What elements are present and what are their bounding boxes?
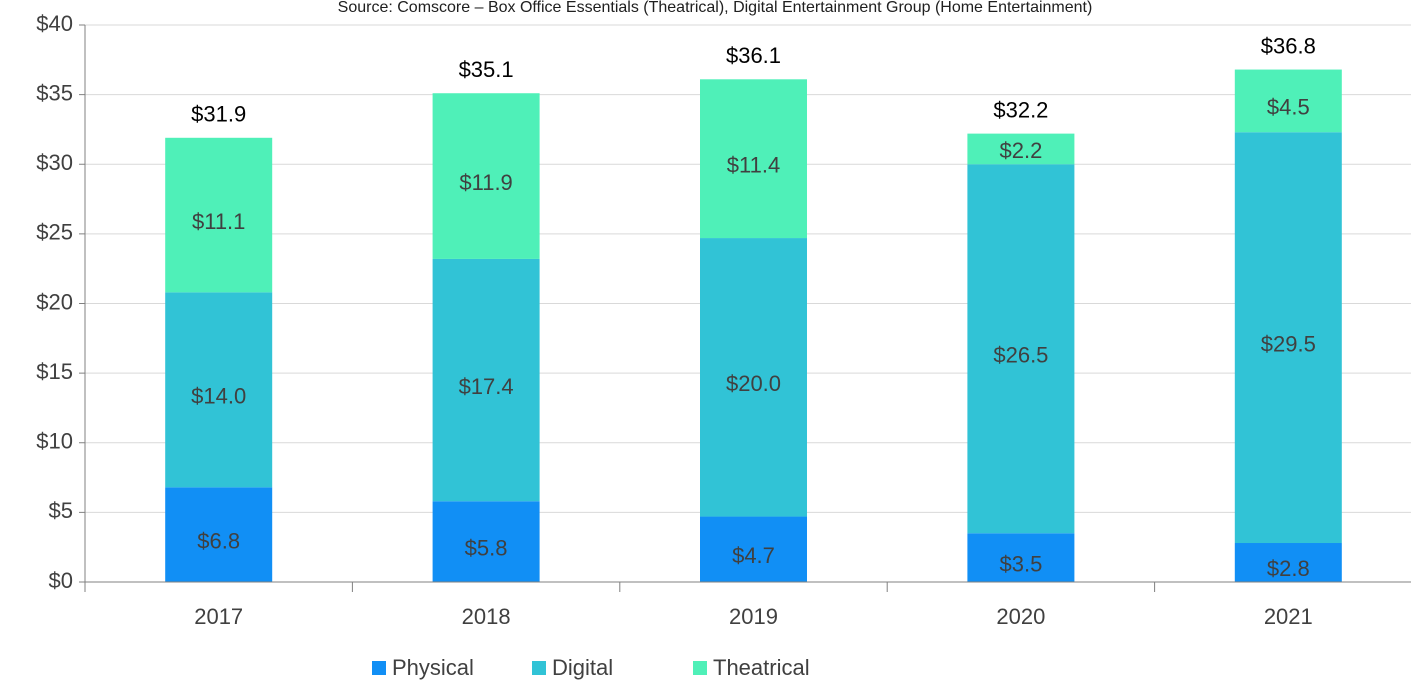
- bar-segment: [967, 133, 1075, 165]
- data-label: $3.5: [999, 551, 1042, 576]
- legend-label: Digital: [552, 655, 613, 680]
- bar-segment: [165, 292, 273, 488]
- bar-segment: [432, 93, 540, 259]
- total-label: $32.2: [993, 97, 1048, 122]
- data-label: $4.7: [732, 543, 775, 568]
- legend-swatch: [693, 661, 707, 675]
- total-label: $35.1: [459, 57, 514, 82]
- total-label: $36.1: [726, 43, 781, 68]
- data-label: $4.5: [1267, 95, 1310, 120]
- bar-segment: [1234, 543, 1342, 582]
- legend-label: Theatrical: [713, 655, 810, 680]
- data-label: $29.5: [1261, 331, 1316, 356]
- bar-segment: [1234, 132, 1342, 544]
- data-label: $5.8: [465, 535, 508, 560]
- y-tick-label: $20: [36, 289, 73, 314]
- bar-segment: [967, 164, 1075, 534]
- x-tick-label: 2020: [996, 604, 1045, 629]
- bar-segment: [700, 238, 807, 517]
- y-tick-label: $30: [36, 150, 73, 175]
- data-label: $6.8: [197, 528, 240, 553]
- data-label: $2.8: [1267, 556, 1310, 581]
- total-label: $36.8: [1261, 33, 1316, 58]
- y-tick-label: $35: [36, 80, 73, 105]
- y-tick-label: $0: [49, 568, 73, 593]
- chart-subtitle: Source: Comscore – Box Office Essentials…: [338, 0, 1093, 16]
- y-tick-label: $5: [49, 498, 73, 523]
- legend-label: Physical: [392, 655, 474, 680]
- x-tick-label: 2017: [194, 604, 243, 629]
- data-label: $14.0: [191, 384, 246, 409]
- data-label: $26.5: [993, 343, 1048, 368]
- y-tick-label: $10: [36, 429, 73, 454]
- bar-segment: [432, 501, 540, 582]
- data-label: $17.4: [459, 374, 514, 399]
- bar-segment: [165, 137, 273, 293]
- bar-segment: [1234, 69, 1342, 133]
- legend-swatch: [532, 661, 546, 675]
- y-tick-label: $40: [36, 11, 73, 36]
- x-tick-label: 2021: [1264, 604, 1313, 629]
- bar-segment: [432, 258, 540, 502]
- legend-swatch: [372, 661, 386, 675]
- bar-segment: [700, 79, 807, 239]
- bar-segment: [700, 516, 807, 582]
- data-label: $11.1: [192, 209, 245, 234]
- data-label: $11.4: [727, 152, 780, 177]
- bar-segment: [967, 533, 1075, 582]
- total-label: $31.9: [191, 102, 246, 127]
- y-tick-label: $25: [36, 220, 73, 245]
- x-tick-label: 2019: [729, 604, 778, 629]
- x-tick-label: 2018: [462, 604, 511, 629]
- bar-segment: [165, 487, 273, 582]
- y-tick-label: $15: [36, 359, 73, 384]
- data-label: $2.2: [999, 138, 1042, 163]
- data-label: $11.9: [459, 170, 512, 195]
- data-label: $20.0: [726, 371, 781, 396]
